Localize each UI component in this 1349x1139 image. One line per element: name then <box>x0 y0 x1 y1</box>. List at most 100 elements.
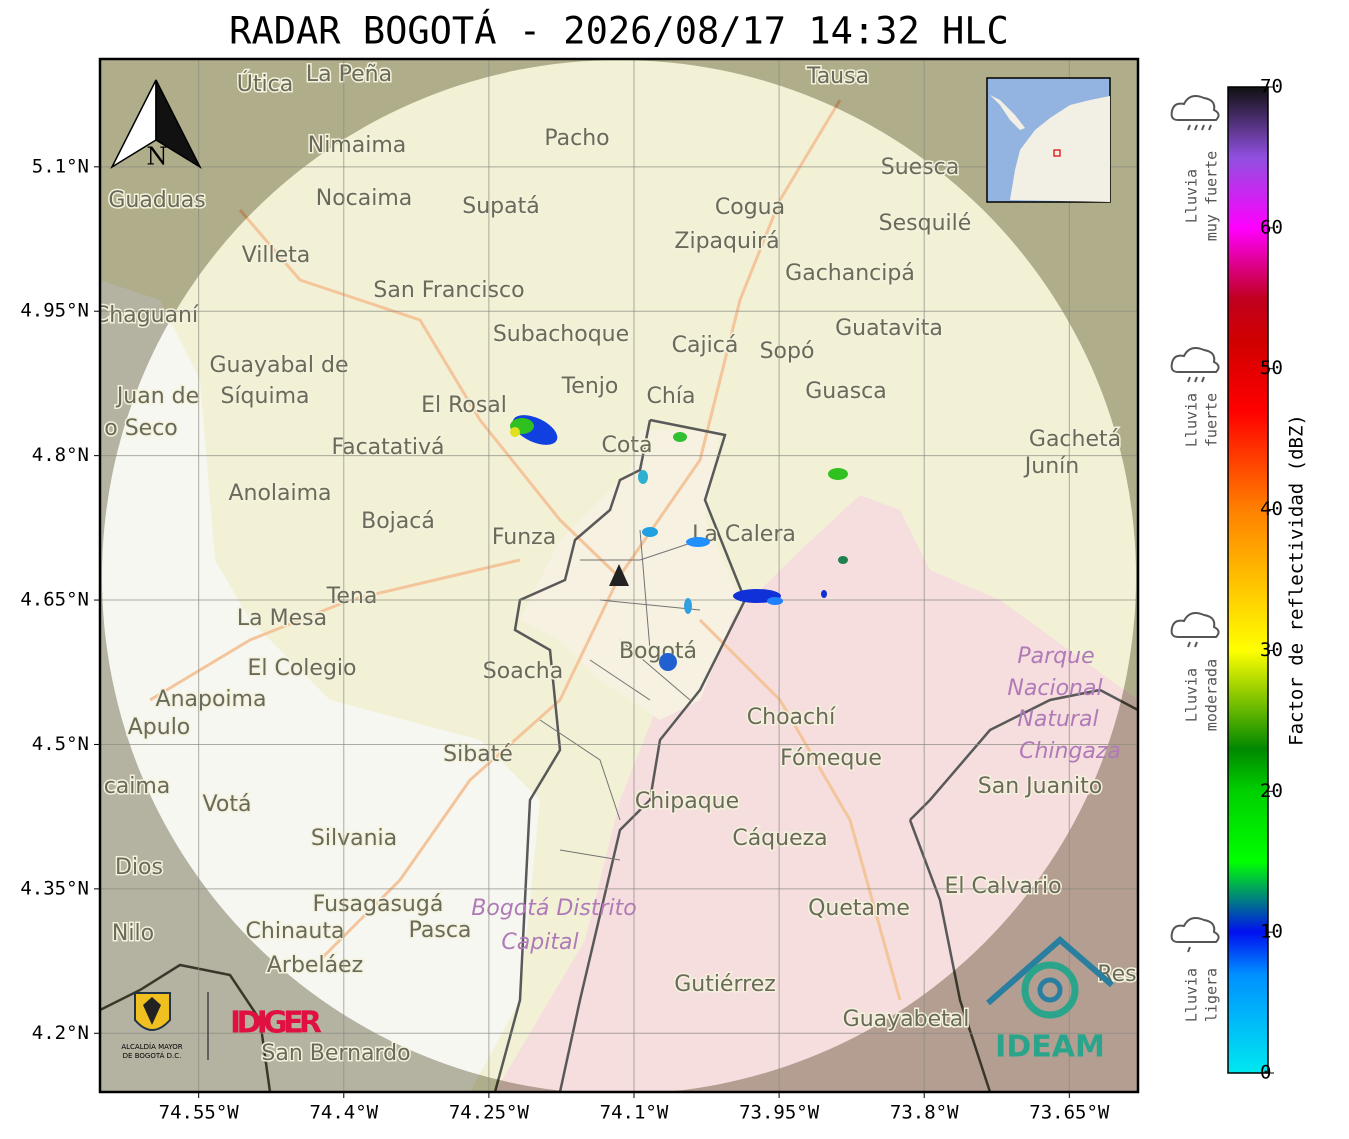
place-label: Cáqueza <box>732 826 827 851</box>
place-label: Nocaima <box>316 186 413 211</box>
colorbar-tick-label: 70 <box>1260 76 1283 98</box>
rain-legend-label: muy fuerte <box>1203 151 1221 241</box>
place-label: Chipaque <box>635 789 739 814</box>
place-label: Fómeque <box>780 746 882 771</box>
place-label: Tenjo <box>561 374 619 399</box>
place-label: La Peña <box>306 62 392 87</box>
colorbar-tick-label: 0 <box>1260 1062 1271 1084</box>
place-label: Zipaquirá <box>674 229 779 254</box>
colorbar-tick-label: 20 <box>1260 780 1283 802</box>
title: RADAR BOGOTÁ - 2026/08/17 14:32 HLC <box>229 9 1009 53</box>
radar-echoes <box>510 415 848 671</box>
place-label: Guayabal de <box>209 353 348 378</box>
place-label: Sopó <box>760 339 815 364</box>
colorbar-scale <box>1227 86 1269 1074</box>
place-label: Chingaza <box>1019 739 1121 764</box>
place-label: Gachetá <box>1029 427 1121 452</box>
place-label: Supatá <box>462 194 539 219</box>
place-label: Anapoima <box>156 687 267 712</box>
place-label: Silvania <box>311 826 397 851</box>
place-label: Guaduas <box>108 188 205 213</box>
lon-tick-label: 74.4°W <box>309 1102 378 1124</box>
inset-map <box>986 77 1111 203</box>
north-arrow: N <box>110 79 202 171</box>
rain-legend-label: fuerte <box>1203 393 1221 447</box>
place-label: Chaguaní <box>94 303 199 328</box>
rain-drop <box>1194 124 1198 131</box>
colorbar-label: Factor de reflectividad (dBZ) <box>1286 414 1308 746</box>
place-label: Subachoque <box>493 322 629 347</box>
place-label: Choachí <box>747 705 836 730</box>
graticule <box>100 59 1138 1092</box>
logo-ideam-text: IDEAM <box>995 1030 1105 1065</box>
place-label: Guasca <box>805 379 887 404</box>
place-label: o Seco <box>104 416 178 441</box>
place-label: Dios <box>115 855 163 880</box>
logo-ideam: IDEAM <box>986 936 1114 1065</box>
place-label: Parque <box>1017 644 1094 669</box>
place-label: Guatavita <box>835 316 943 341</box>
rain-legend-label: moderada <box>1203 659 1221 731</box>
rain-legend-label: Lluvia <box>1183 169 1201 223</box>
place-label: Villeta <box>242 243 311 268</box>
colorbar-tick-label: 40 <box>1260 498 1283 520</box>
rain-legend-label: Lluvia <box>1183 393 1201 447</box>
place-label: Apulo <box>128 715 191 740</box>
colorbar-tick-label: 50 <box>1260 357 1283 379</box>
place-label: Gachancipá <box>785 261 915 286</box>
place-label: Tena <box>326 584 378 609</box>
place-label: Soacha <box>483 659 563 684</box>
lat-tick-label: 4.95°N <box>20 300 89 322</box>
place-label: Sesquilé <box>879 211 972 236</box>
lon-tick-label: 73.95°W <box>739 1102 820 1124</box>
place-label: El Colegio <box>247 656 356 681</box>
rain-drop <box>1201 124 1205 131</box>
lat-tick-label: 4.8°N <box>32 444 89 466</box>
place-label: Fusagasugá <box>313 892 444 917</box>
place-label: Pacho <box>544 126 609 151</box>
place-label: Funza <box>492 525 556 550</box>
place-label: Votá <box>203 792 252 817</box>
lat-tick-label: 4.65°N <box>20 589 89 611</box>
place-label: Pasca <box>409 918 472 943</box>
place-label: Síquima <box>220 384 309 409</box>
localities <box>539 529 701 861</box>
rain-icon <box>1170 612 1220 638</box>
lat-tick-label: 4.35°N <box>20 877 89 899</box>
rain-legend-label: Lluvia <box>1183 968 1201 1022</box>
place-label: Nimaima <box>308 133 407 158</box>
rain-drop <box>1187 376 1191 383</box>
place-label: Juan de <box>115 384 199 409</box>
place-label: San Juanito <box>978 774 1102 799</box>
rain-icon <box>1170 917 1220 943</box>
colorbar-tick-label: 30 <box>1260 639 1283 661</box>
colorbar-tick-label: 60 <box>1260 216 1283 238</box>
place-label: Bogotá <box>619 639 697 664</box>
place-label: Natural <box>1017 707 1098 732</box>
place-label: Sibaté <box>443 742 513 767</box>
protected-area <box>495 495 1138 1092</box>
urban-area <box>520 430 740 720</box>
logo-alcaldia-line: DE BOGOTÁ D.C. <box>123 1051 182 1060</box>
rain-drop <box>1194 641 1198 648</box>
place-label: Capital <box>501 930 578 955</box>
lon-tick-label: 73.65°W <box>1029 1102 1110 1124</box>
lon-tick-label: 74.55°W <box>159 1102 240 1124</box>
place-label: Chinauta <box>246 919 345 944</box>
radar-site <box>609 564 629 586</box>
place-label: Cota <box>602 433 653 458</box>
place-label: Bogotá Distrito <box>471 896 636 921</box>
roads <box>149 99 902 1001</box>
place-label: Anolaima <box>228 481 331 506</box>
place-label: Gutiérrez <box>674 972 776 997</box>
rain-icon <box>1170 347 1220 373</box>
logo-alcaldia-line: ALCALDÍA MAYOR <box>121 1042 182 1051</box>
place-label: Chía <box>647 384 696 409</box>
place-label: Suesca <box>881 155 959 180</box>
place-label: Facatativá <box>331 435 444 460</box>
place-label: La Mesa <box>237 606 327 631</box>
colorbar-tick-label: 10 <box>1260 921 1283 943</box>
place-label: Tausa <box>806 64 869 89</box>
